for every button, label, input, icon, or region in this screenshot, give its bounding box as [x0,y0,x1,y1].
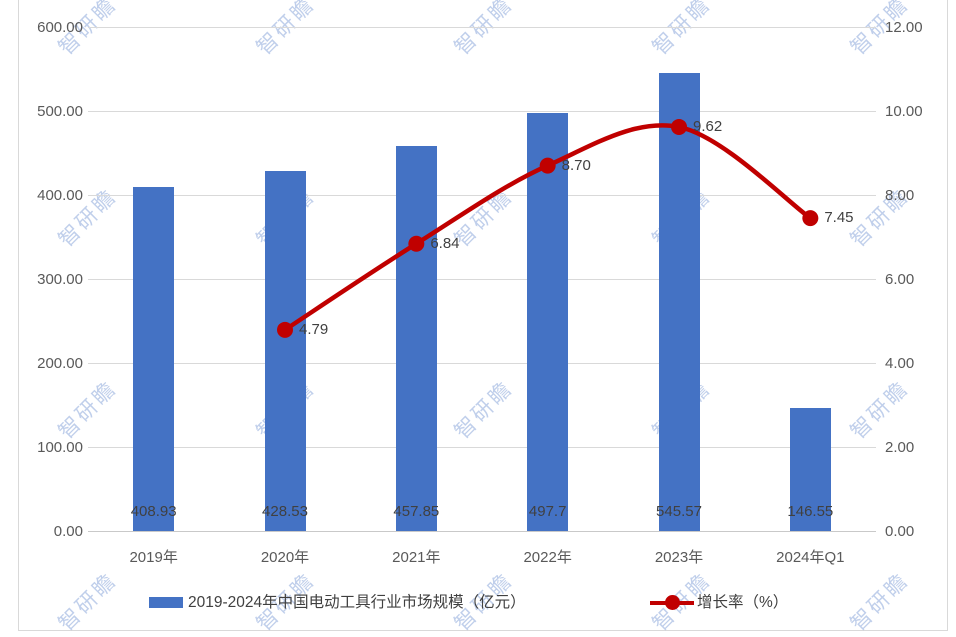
right-axis-tick: 12.00 [885,18,923,36]
gridline [88,362,876,364]
bar [395,146,437,531]
bar [264,171,306,531]
bar [133,187,175,531]
legend-bar-label: 2019-2024年中国电动工具行业市场规模（亿元） [188,594,526,611]
bar-value-label: 408.93 [130,503,177,520]
bar-value-label: 497.7 [528,503,567,520]
line-marker [671,118,687,135]
line-point-label: 8.70 [561,156,591,174]
right-axis-tick: 10.00 [885,102,923,120]
x-axis-line [88,530,876,532]
right-axis-tick: 0.00 [885,522,915,540]
gridline [88,110,876,112]
left-axis-tick: 500.00 [37,102,83,120]
legend-line-label: 增长率（%） [697,594,789,611]
legend-bar-swatch [149,597,183,608]
category-label: 2024年Q1 [776,549,845,566]
right-axis-tick: 8.00 [885,186,915,204]
bar [789,407,831,531]
legend: 2019-2024年中国电动工具行业市场规模（亿元） 增长率（%） [0,590,956,620]
left-axis-tick: 600.00 [37,18,83,36]
line-point-label: 6.84 [430,234,460,252]
category-label: 2021年 [392,549,441,566]
growth-line [282,123,813,333]
bar [658,72,700,531]
line-marker [539,157,556,174]
category-label: 2019年 [129,549,178,566]
bar-value-label: 428.53 [262,503,308,520]
left-axis-tick: 300.00 [37,270,83,288]
right-axis-tick: 2.00 [885,438,915,456]
right-axis-tick: 4.00 [885,354,915,372]
right-axis-tick: 6.00 [885,270,915,288]
bar-value-label: 545.57 [656,503,702,520]
bar-value-label: 146.55 [787,503,834,520]
line-point-label: 9.62 [693,117,723,135]
bar-value-label: 457.85 [393,503,440,520]
line-marker [802,210,819,227]
bar [527,112,569,531]
gridline [88,194,876,196]
line-point-label: 7.45 [824,209,854,227]
line-series [277,118,819,338]
line-marker [408,235,425,252]
left-axis-tick: 200.00 [37,354,83,372]
line-point-label: 4.79 [299,320,329,338]
line-marker [277,321,293,338]
gridline [88,26,876,28]
gridline [88,446,876,448]
gridline [88,278,876,280]
category-label: 2022年 [523,549,572,566]
left-axis-tick: 400.00 [37,186,83,204]
category-label: 2023年 [654,549,704,566]
category-label: 2020年 [260,549,310,566]
legend-line-marker-icon [665,595,680,610]
left-axis-tick: 100.00 [37,438,83,456]
left-axis-tick: 0.00 [53,522,83,540]
